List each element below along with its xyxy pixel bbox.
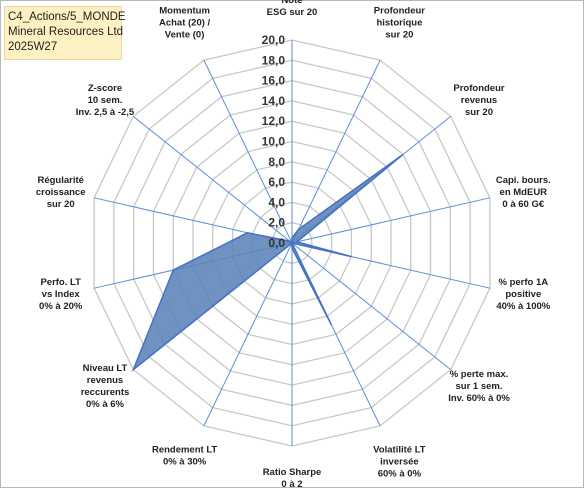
axis-line: [203, 242, 293, 427]
category-label: Niveau LT revenus reccurents 0% à 6%: [81, 363, 130, 410]
tick-label: 6,0: [268, 175, 285, 189]
category-label: Volatilité LT inversée 60% à 0%: [373, 444, 426, 479]
series-layer: [131, 153, 404, 372]
category-label: Rendement LT 0% à 30%: [152, 444, 217, 467]
category-label: Ratio Sharpe 0 à 2: [263, 467, 322, 488]
category-label: Profondeur historique sur 20: [374, 6, 425, 41]
category-label: Momentum Achat (20) / Vente (0): [159, 6, 211, 41]
chart-title-box: C4_Actions/5_MONDE Mineral Resources Ltd…: [4, 6, 126, 60]
category-label: Perfo. LT vs Index 0% à 20%: [39, 277, 83, 312]
category-label: Note ESG sur 20: [267, 0, 318, 18]
tick-label: 2,0: [268, 216, 285, 230]
tick-label: 20,0: [262, 33, 286, 47]
axis-line: [291, 59, 381, 244]
axis-line: [291, 242, 452, 370]
tick-label: 10,0: [262, 135, 286, 149]
category-label: % perfo 1A positive 40% à 100%: [496, 277, 550, 312]
category-label: Profondeur revenus sur 20: [453, 83, 504, 118]
series-area: [131, 153, 404, 372]
axis-line: [203, 59, 293, 244]
category-label: Capi. bours. en MdEUR 0 à 60 G€: [496, 175, 551, 210]
tick-layer: 0,0 2,0 4,0 6,0 8,0 10,0 12,0 14,0 16,0 18,0 20,0: [262, 33, 286, 250]
axis-line: [291, 197, 491, 244]
label-layer: Note ESG sur 20 Profondeur historique sur 20…: [36, 0, 551, 488]
title-line-1: C4_Actions/5_MONDE: [8, 11, 126, 23]
tick-label: 4,0: [268, 195, 285, 209]
title-line-2: Mineral Resources Ltd: [8, 26, 124, 38]
category-label: % perte max. sur 1 sem. Inv. 60% à 0%: [448, 369, 510, 404]
category-label: Z-score 10 sem. Inv. 2,5 à -2,5: [76, 83, 135, 118]
tick-label: 12,0: [262, 114, 286, 128]
tick-label: 18,0: [262, 53, 286, 67]
title-line-3: 2025W27: [8, 41, 58, 53]
tick-label: 8,0: [268, 155, 285, 169]
category-label: Régularité croissance sur 20: [36, 175, 86, 210]
axis-line: [132, 116, 293, 244]
tick-label: 14,0: [262, 94, 286, 108]
tick-label: 16,0: [262, 74, 286, 88]
tick-label: 0,0: [268, 236, 285, 250]
